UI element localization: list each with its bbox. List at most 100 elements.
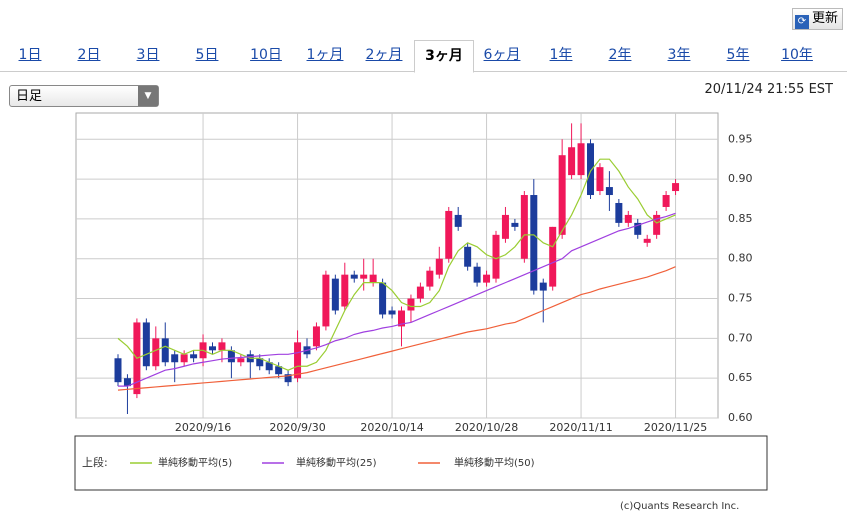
candle-body xyxy=(596,167,604,192)
ma-line xyxy=(117,158,676,371)
candle-body xyxy=(577,143,585,176)
period-tab[interactable]: 6ヶ月 xyxy=(483,47,521,63)
period-tab[interactable]: 10日 xyxy=(250,47,282,63)
candle-body xyxy=(275,366,283,375)
candle-body xyxy=(473,266,481,283)
candle-body xyxy=(152,338,160,367)
y-tick-label: 0.95 xyxy=(728,132,753,145)
candle-body xyxy=(331,278,339,311)
candle-body xyxy=(520,195,528,259)
period-tab[interactable]: 2ヶ月 xyxy=(365,47,403,63)
candle-body xyxy=(407,298,415,311)
candle-body xyxy=(549,226,557,287)
copyright: (c)Quants Research Inc. xyxy=(620,501,739,512)
candle-body xyxy=(530,195,538,291)
refresh-button[interactable]: ⟳ 更新 xyxy=(791,8,843,30)
y-tick-label: 0.80 xyxy=(728,252,753,265)
y-tick-label: 0.75 xyxy=(728,292,753,305)
ma-line xyxy=(118,212,676,387)
candle-body xyxy=(227,350,235,363)
candle-body xyxy=(322,274,330,327)
x-tick-label: 2020/9/16 xyxy=(175,421,231,434)
candle-body xyxy=(398,310,405,327)
candle-body xyxy=(114,358,122,383)
period-tab[interactable]: 2日 xyxy=(77,47,101,63)
candle-body xyxy=(445,210,453,259)
candle-body xyxy=(539,282,547,291)
y-tick-label: 0.90 xyxy=(728,172,753,185)
candle-body xyxy=(568,147,576,176)
candle-body xyxy=(388,310,396,315)
candle-body xyxy=(587,143,594,196)
y-tick-label: 0.85 xyxy=(728,212,753,225)
period-tab[interactable]: 2年 xyxy=(608,47,632,63)
candle-body xyxy=(256,358,264,367)
y-tick-label: 0.65 xyxy=(728,371,753,384)
candle-body xyxy=(369,274,377,283)
x-tick-label: 2020/10/28 xyxy=(455,421,518,434)
period-tab[interactable]: 5日 xyxy=(195,47,219,63)
candle-body xyxy=(492,234,500,279)
candle-body xyxy=(558,155,566,235)
period-tab[interactable]: 3日 xyxy=(136,47,160,63)
candle-body xyxy=(426,270,434,287)
candle-body xyxy=(237,358,245,363)
candle-body xyxy=(312,326,320,347)
candle-body xyxy=(501,214,509,239)
candle-body xyxy=(624,214,632,223)
candle-body xyxy=(483,274,491,283)
legend-label: 上段: xyxy=(82,455,108,469)
candle-body xyxy=(209,346,216,351)
candle-body xyxy=(615,202,623,223)
x-tick-label: 2020/11/25 xyxy=(644,421,707,434)
period-tab[interactable]: 1年 xyxy=(549,47,573,63)
candle-body xyxy=(265,362,273,371)
candle-body xyxy=(653,214,661,235)
x-tick-label: 2020/11/11 xyxy=(549,421,612,434)
candle-body xyxy=(294,342,302,379)
grid xyxy=(76,113,718,419)
candle-body xyxy=(123,378,131,387)
candle-body xyxy=(464,246,472,267)
candle-body xyxy=(180,354,188,363)
period-tab[interactable]: 3ヶ月 xyxy=(414,40,474,73)
ma-line xyxy=(117,266,676,391)
candle-body xyxy=(435,258,443,275)
candle-body xyxy=(350,274,358,279)
legend-entry: 単純移動平均(25) xyxy=(296,456,377,469)
candle-body xyxy=(284,374,292,383)
candle-body xyxy=(672,183,680,192)
candle-body xyxy=(454,214,462,227)
period-tab[interactable]: 1ヶ月 xyxy=(306,47,344,63)
x-tick-label: 2020/10/14 xyxy=(360,421,423,434)
timestamp: 20/11/24 21:55 EST xyxy=(704,82,833,97)
period-tab[interactable]: 10年 xyxy=(781,47,813,63)
candle-body xyxy=(218,342,226,351)
period-tab[interactable]: 5年 xyxy=(726,47,750,63)
period-tab[interactable]: 1日 xyxy=(18,47,42,63)
candle-body xyxy=(416,286,424,299)
interval-dropdown[interactable]: 日足 ▼ xyxy=(9,85,159,107)
candle-body xyxy=(643,238,651,243)
candle-body xyxy=(662,195,670,207)
candle-body xyxy=(511,222,519,227)
candle-body xyxy=(190,354,198,359)
candle-body xyxy=(360,274,368,279)
candle-body xyxy=(634,222,642,235)
period-tabs: 1日 2日 3日 5日 10日 1ヶ月 2ヶ月 3ヶ月 6ヶ月 1年 2年 3年 5年 10年 xyxy=(0,40,847,73)
candle-body xyxy=(171,354,179,363)
legend-entry: 単純移動平均(50) xyxy=(454,456,535,469)
period-tab[interactable]: 3年 xyxy=(667,47,691,63)
y-tick-label: 0.60 xyxy=(728,411,753,424)
candle-body xyxy=(379,282,387,315)
candle-body xyxy=(161,338,169,363)
legend-entry: 単純移動平均(5) xyxy=(158,456,232,469)
candle-body xyxy=(142,322,150,367)
candle-body xyxy=(605,187,613,196)
x-tick-label: 2020/9/30 xyxy=(269,421,325,434)
y-tick-label: 0.70 xyxy=(728,331,753,344)
refresh-label: 更新 xyxy=(811,11,838,26)
dropdown-label: 日足 xyxy=(16,89,43,104)
